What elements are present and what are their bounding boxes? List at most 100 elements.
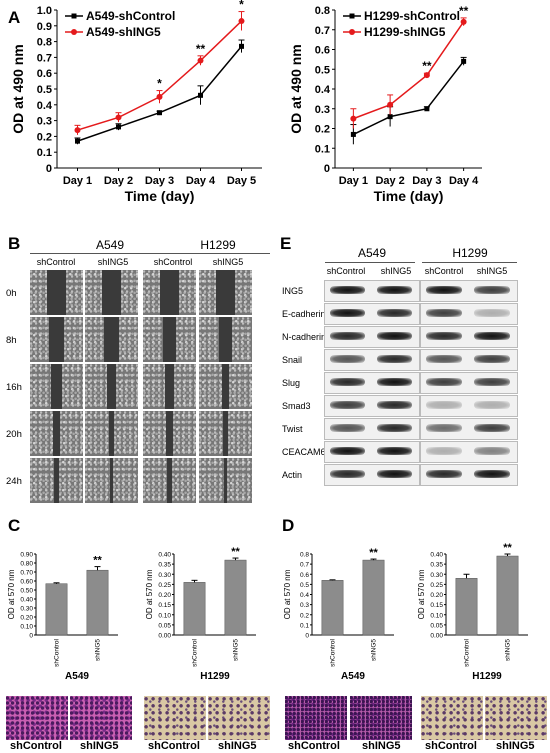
y-tick-label: 0.25 — [430, 582, 443, 589]
wound-micrograph — [199, 458, 252, 503]
data-point — [387, 101, 394, 108]
data-point — [423, 72, 430, 79]
wound-micrograph — [85, 317, 138, 362]
blot-strip — [324, 280, 420, 302]
blot-band — [426, 424, 462, 432]
panel-label-b: B — [8, 234, 21, 253]
y-tick-label: 0.3 — [37, 116, 52, 128]
data-point — [238, 18, 245, 25]
wound-micrograph — [30, 364, 83, 409]
significance-marker: ** — [369, 547, 378, 559]
legend-label: H1299-shControl — [364, 9, 460, 23]
line-chart-h1299-proliferation: 0 0.1 0.2 0.3 0.4 0.5 0.6 0.7 0.8 Day 1 Day 2 Day 3… — [288, 4, 482, 204]
blot-band — [330, 447, 365, 455]
micrograph-label: shING5 — [218, 740, 257, 752]
blot-strip — [324, 395, 420, 417]
blot-protein-label: ING5 — [282, 286, 304, 296]
x-tick-label: Day 4 — [186, 175, 216, 187]
blot-group-label: shControl — [424, 266, 464, 276]
y-tick-label: 0.3 — [300, 602, 309, 609]
wound-micrograph — [85, 458, 138, 503]
x-tick-label: shING5 — [505, 639, 512, 661]
y-tick-label: 0.2 — [300, 612, 309, 619]
blot-strip — [324, 464, 420, 486]
blot-band — [330, 470, 365, 478]
blot-protein-label: Twist — [282, 424, 303, 434]
wound-micrograph — [30, 317, 83, 362]
x-tick-label: shControl — [192, 638, 199, 666]
data-point — [74, 127, 81, 134]
x-tick-label: Day 3 — [145, 175, 174, 187]
wound-micrograph — [30, 270, 83, 315]
blot-group-label: shING5 — [380, 266, 412, 276]
bar — [362, 559, 385, 636]
blot-protein-label: Snail — [282, 355, 303, 365]
y-tick-label: 0.70 — [20, 570, 33, 577]
blot-band — [330, 286, 365, 294]
series-line — [353, 21, 465, 120]
y-axis-label: OD at 570 nm — [417, 569, 426, 619]
y-tick-label: 0.8 — [300, 552, 309, 559]
blot-protein-label: CEACAM6 — [282, 447, 326, 457]
y-tick-label: 0.10 — [20, 624, 33, 631]
y-tick-label: 0.50 — [20, 588, 33, 595]
blot-band — [330, 424, 365, 432]
wound-micrograph — [199, 364, 252, 409]
legend-label: A549-shING5 — [86, 25, 161, 39]
blot-band — [474, 424, 510, 432]
y-tick-label: 1.0 — [37, 5, 52, 17]
blot-band — [426, 355, 462, 363]
x-axis-label: A549 — [341, 671, 365, 682]
x-tick-label: Day 1 — [63, 175, 92, 187]
micrograph-label: shControl — [148, 740, 200, 752]
bar-chart-c-h1299: 0.00 0.05 0.10 0.15 0.20 0.25 0.30 0.35 0.40 shCo… — [145, 546, 256, 682]
bar — [496, 555, 519, 636]
wound-micrograph — [143, 364, 196, 409]
bar — [45, 583, 68, 636]
micrograph-label: shING5 — [496, 740, 535, 752]
blot-strip — [420, 280, 518, 302]
x-tick-label: Day 1 — [339, 175, 368, 187]
micrograph-label: shControl — [288, 740, 340, 752]
blot-band — [330, 401, 365, 409]
legend-label: A549-shControl — [86, 9, 175, 23]
x-tick-label: Day 2 — [375, 175, 404, 187]
y-tick-label: 0.10 — [158, 612, 171, 619]
legend-marker — [71, 13, 77, 19]
blot-strip — [420, 395, 518, 417]
micrograph-a549-shcontrol-invasion — [285, 696, 347, 740]
legend-label: H1299-shING5 — [364, 25, 446, 39]
wound-cell-h1299: H1299 — [200, 238, 236, 252]
y-tick-label: 0.7 — [37, 52, 52, 64]
blot-band — [330, 309, 365, 317]
blot-cell-a549: A549 — [357, 246, 387, 260]
legend-marker — [349, 29, 355, 35]
y-axis-label: OD at 490 nm — [288, 44, 304, 133]
blot-cell-h1299: H1299 — [452, 246, 488, 260]
blot-band — [377, 332, 412, 340]
wound-micrograph — [143, 270, 196, 315]
wound-micrograph — [143, 317, 196, 362]
blot-band — [474, 309, 510, 317]
wound-micrograph — [30, 458, 83, 503]
y-tick-label: 0.30 — [20, 606, 33, 613]
y-tick-label: 0.9 — [37, 21, 52, 33]
blot-protein-label: Smad3 — [282, 401, 311, 411]
blot-band — [377, 355, 412, 363]
bar-chart-c-a549: 0 0.10 0.20 0.30 0.40 0.50 0.60 0.70 0.80 0.90 shC… — [7, 552, 118, 682]
blot-band — [377, 424, 412, 432]
blot-band — [426, 470, 462, 478]
y-tick-label: 0.15 — [430, 602, 443, 609]
blot-protein-label: Actin — [282, 470, 303, 480]
bar — [455, 578, 478, 636]
significance-marker: ** — [196, 42, 206, 56]
y-tick-label: 0.5 — [315, 64, 330, 76]
bar — [224, 559, 247, 636]
significance-marker: ** — [422, 59, 432, 73]
blot-protein-label: N-cadherin — [282, 332, 327, 342]
blot-band — [474, 286, 510, 294]
x-axis-label: H1299 — [200, 671, 230, 682]
y-tick-label: 0.8 — [315, 5, 330, 17]
y-tick-label: 0.15 — [158, 602, 171, 609]
bar — [321, 580, 344, 636]
